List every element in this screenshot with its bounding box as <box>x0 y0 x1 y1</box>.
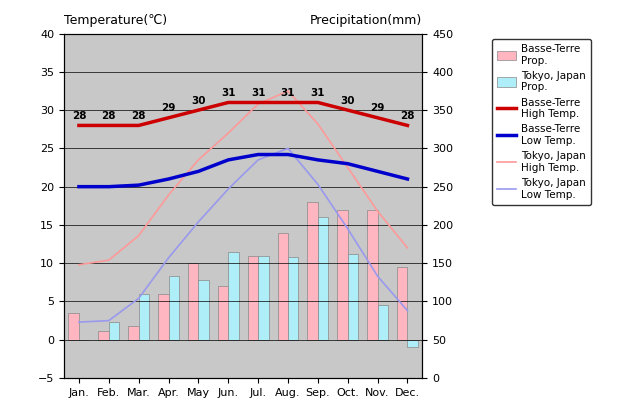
Bar <box>397 267 408 340</box>
Text: 29: 29 <box>371 103 385 113</box>
Bar <box>68 313 79 340</box>
Bar <box>128 326 139 340</box>
Text: Temperature(℃): Temperature(℃) <box>64 14 167 27</box>
Text: 28: 28 <box>400 111 415 121</box>
Bar <box>307 202 318 340</box>
Text: 29: 29 <box>161 103 176 113</box>
Bar <box>248 255 258 340</box>
Text: 30: 30 <box>340 95 355 105</box>
Text: Precipitation(mm): Precipitation(mm) <box>310 14 422 27</box>
Bar <box>158 294 168 340</box>
Bar <box>198 280 209 340</box>
Bar <box>99 331 109 340</box>
Bar <box>218 286 228 340</box>
Legend: Basse-Terre
Prop., Tokyo, Japan
Prop., Basse-Terre
High Temp., Basse-Terre
Low T: Basse-Terre Prop., Tokyo, Japan Prop., B… <box>492 39 591 205</box>
Bar <box>367 210 378 340</box>
Bar <box>278 233 288 340</box>
Bar <box>168 276 179 340</box>
Text: 30: 30 <box>191 95 205 105</box>
Bar <box>348 254 358 340</box>
Text: 28: 28 <box>131 111 146 121</box>
Bar <box>139 294 149 340</box>
Bar <box>378 305 388 340</box>
Text: 28: 28 <box>72 111 86 121</box>
Bar <box>318 217 328 340</box>
Text: 31: 31 <box>251 88 266 98</box>
Bar <box>188 263 198 340</box>
Bar <box>228 252 239 340</box>
Bar <box>337 210 348 340</box>
Bar <box>258 255 269 340</box>
Text: 28: 28 <box>102 111 116 121</box>
Bar <box>109 322 119 340</box>
Bar <box>288 257 298 340</box>
Text: 31: 31 <box>310 88 325 98</box>
Text: 31: 31 <box>221 88 236 98</box>
Text: 31: 31 <box>281 88 295 98</box>
Bar <box>408 340 418 347</box>
